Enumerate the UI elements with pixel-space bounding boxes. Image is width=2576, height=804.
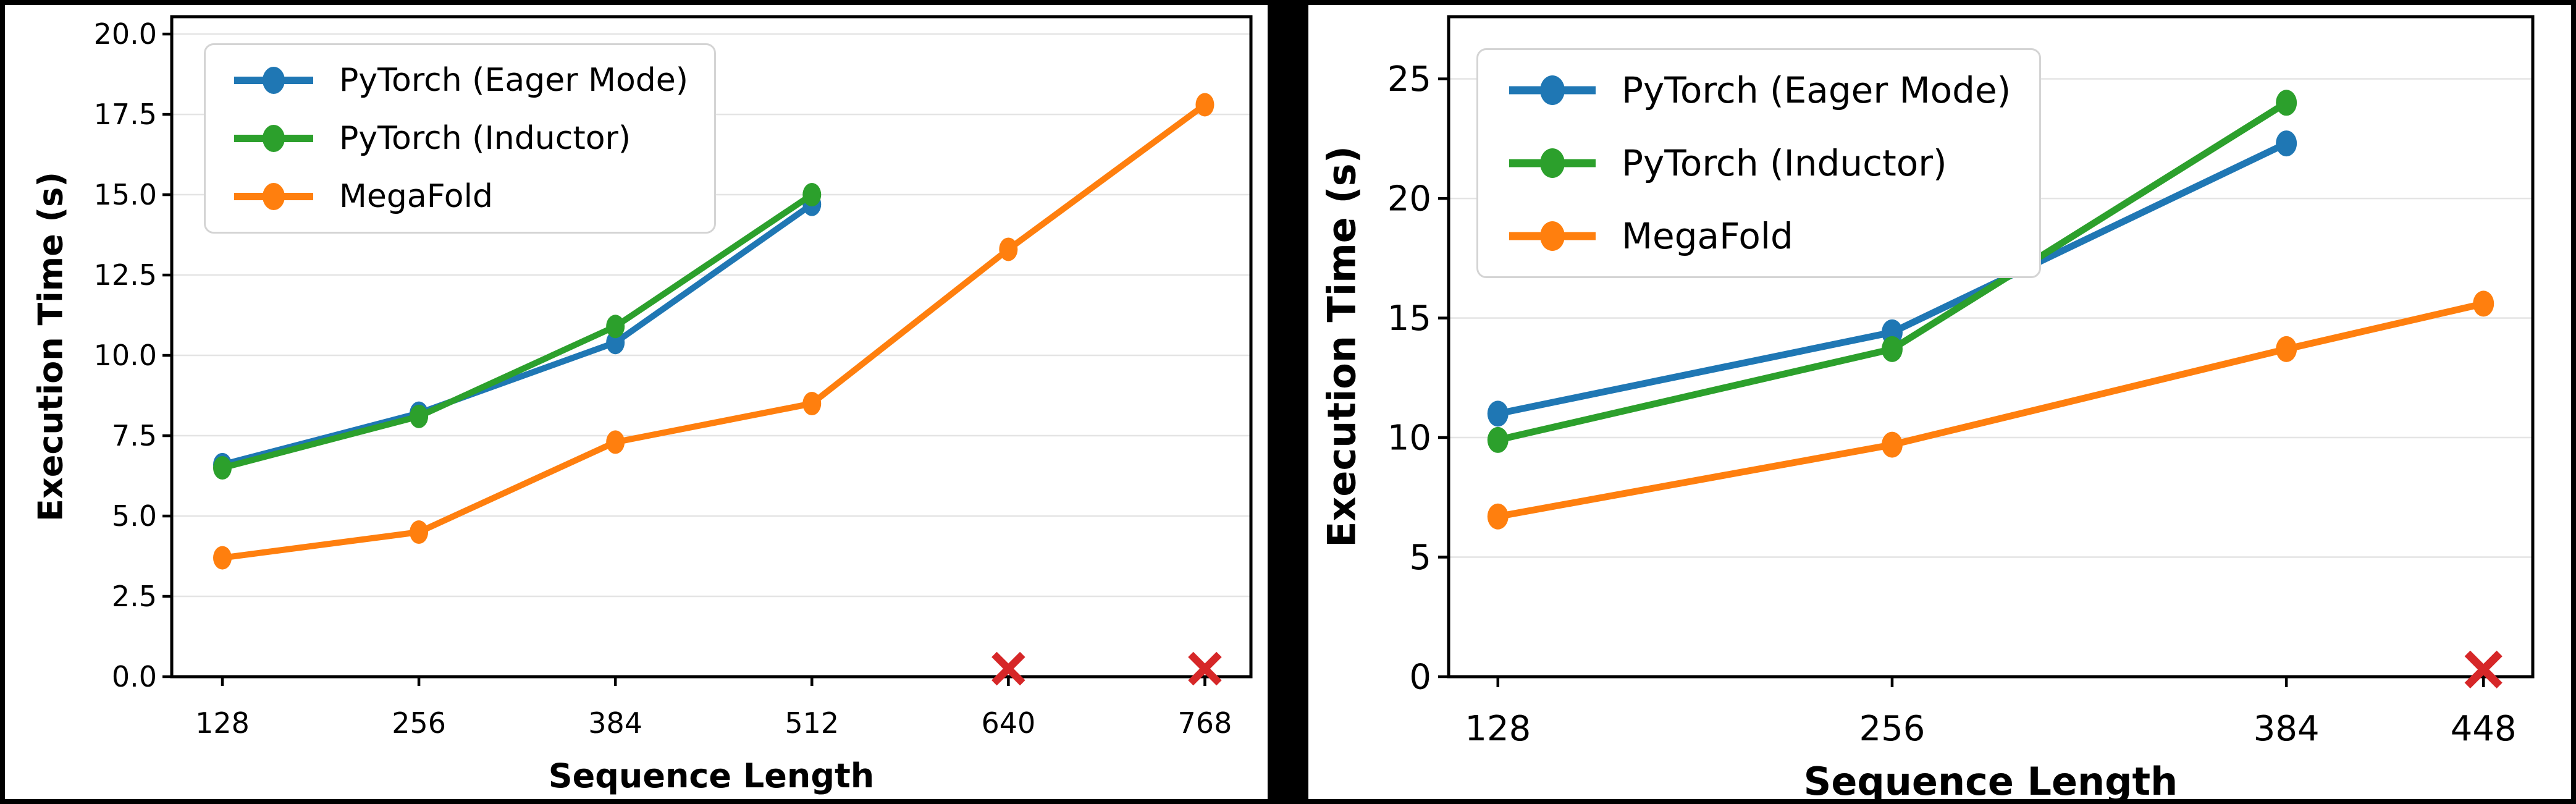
- left-x-axis-label: Sequence Length: [548, 756, 875, 795]
- legend-line-marker-icon: [234, 125, 313, 152]
- series-pytorch-inductor: [213, 183, 822, 480]
- data-point-marker: [410, 520, 429, 544]
- data-point-marker: [606, 315, 625, 339]
- data-point-marker: [606, 430, 625, 454]
- legend-label: PyTorch (Eager Mode): [1622, 69, 2011, 111]
- failure-x-markers: [991, 651, 1222, 686]
- legend-label: PyTorch (Inductor): [339, 120, 631, 157]
- y-tick-label: 5.0: [112, 499, 157, 533]
- y-tick-label: 0.0: [112, 660, 157, 693]
- data-point-marker: [1881, 431, 1903, 458]
- x-tick-label: 256: [1859, 709, 1926, 749]
- series-pytorch-inductor: [1487, 90, 2297, 453]
- y-tick-label: 20: [1387, 179, 1431, 219]
- data-point-marker: [999, 237, 1018, 261]
- x-tick-label: 448: [2451, 709, 2517, 749]
- data-point-marker: [1195, 93, 1214, 117]
- legend-line-marker-icon: [1509, 75, 1596, 105]
- data-point-marker: [606, 331, 625, 355]
- series-pytorch-eager-mode: [213, 192, 822, 476]
- panel-separator: [1268, 0, 1308, 804]
- right-legend: PyTorch (Eager Mode) PyTorch (Inductor) Me…: [1476, 48, 2042, 278]
- right-chart-panel: 0 5 10 15 20 25 128 256 384 448 Execution Time (s…: [1308, 5, 2571, 799]
- data-point-marker: [1881, 336, 1903, 362]
- legend-label: PyTorch (Eager Mode): [339, 62, 689, 99]
- y-tick-label: 0: [1409, 658, 1431, 698]
- data-point-marker: [2473, 290, 2494, 317]
- x-tick-label: 128: [195, 706, 250, 740]
- data-point-marker: [1487, 426, 1509, 453]
- right-x-axis-label: Sequence Length: [1803, 759, 2178, 799]
- legend-item-pytorch-eager-mode: PyTorch (Eager Mode): [232, 61, 688, 99]
- y-tick-label: 7.5: [112, 419, 157, 452]
- legend-item-megafold: MegaFold: [232, 177, 688, 216]
- y-tick-label: 2.5: [112, 580, 157, 613]
- data-point-marker: [2276, 336, 2297, 362]
- data-point-marker: [1487, 400, 1509, 427]
- x-tick-label: 384: [2254, 709, 2320, 749]
- left-y-axis-label: Execution Time (s): [31, 172, 70, 522]
- x-tick-label: 768: [1178, 706, 1232, 740]
- right-y-axis-label: Execution Time (s): [1319, 146, 1365, 548]
- y-tick-label: 5: [1409, 538, 1431, 578]
- x-tick-label: 128: [1465, 709, 1531, 749]
- legend-item-pytorch-inductor: PyTorch (Inductor): [1507, 142, 2011, 185]
- y-tick-label: 20.0: [94, 17, 157, 51]
- y-tick-label: 10: [1387, 418, 1431, 459]
- left-legend: PyTorch (Eager Mode) PyTorch (Inductor) Me…: [204, 43, 717, 234]
- data-point-marker: [410, 404, 429, 428]
- y-tick-label: 17.5: [94, 98, 157, 131]
- x-tick-label: 640: [981, 706, 1035, 740]
- data-point-marker: [213, 546, 232, 570]
- legend-line-marker-icon: [234, 183, 313, 210]
- x-tick-label: 512: [785, 706, 839, 740]
- legend-item-pytorch-eager-mode: PyTorch (Eager Mode): [1507, 69, 2011, 112]
- y-tick-label: 15: [1387, 298, 1431, 339]
- data-point-marker: [2276, 130, 2297, 157]
- failure-x-markers: [2464, 650, 2502, 688]
- data-point-marker: [802, 183, 822, 207]
- data-point-marker: [1487, 503, 1509, 530]
- legend-item-megafold: MegaFold: [1507, 214, 2011, 258]
- legend-line-marker-icon: [1509, 221, 1596, 251]
- data-point-marker: [802, 392, 822, 416]
- axes: 0.0 2.5 5.0 7.5 10.0 12.5 15.0 17.5 20.0 128 256 38…: [94, 15, 1253, 740]
- legend-line-marker-icon: [234, 67, 313, 94]
- axes: 0 5 10 15 20 25 128 256 384 448: [1387, 15, 2535, 749]
- y-tick-label: 25: [1387, 59, 1431, 99]
- legend-label: MegaFold: [1622, 215, 1793, 257]
- right-chart-svg: 0 5 10 15 20 25 128 256 384 448: [1387, 15, 2535, 749]
- data-point-marker: [2276, 90, 2297, 116]
- x-tick-label: 384: [588, 706, 642, 740]
- left-chart-panel: 0.0 2.5 5.0 7.5 10.0 12.5 15.0 17.5 20.0 128 256 38…: [5, 5, 1268, 799]
- data-point-marker: [213, 456, 232, 480]
- y-tick-label: 15.0: [94, 178, 157, 211]
- legend-line-marker-icon: [1509, 148, 1596, 178]
- legend-item-pytorch-inductor: PyTorch (Inductor): [232, 119, 688, 158]
- series-megafold: [213, 93, 1214, 570]
- y-tick-label: 10.0: [94, 339, 157, 372]
- legend-label: MegaFold: [339, 178, 494, 215]
- y-tick-label: 12.5: [94, 258, 157, 292]
- legend-label: PyTorch (Inductor): [1622, 142, 1947, 184]
- x-tick-label: 256: [392, 706, 446, 740]
- series-megafold: [1487, 290, 2494, 530]
